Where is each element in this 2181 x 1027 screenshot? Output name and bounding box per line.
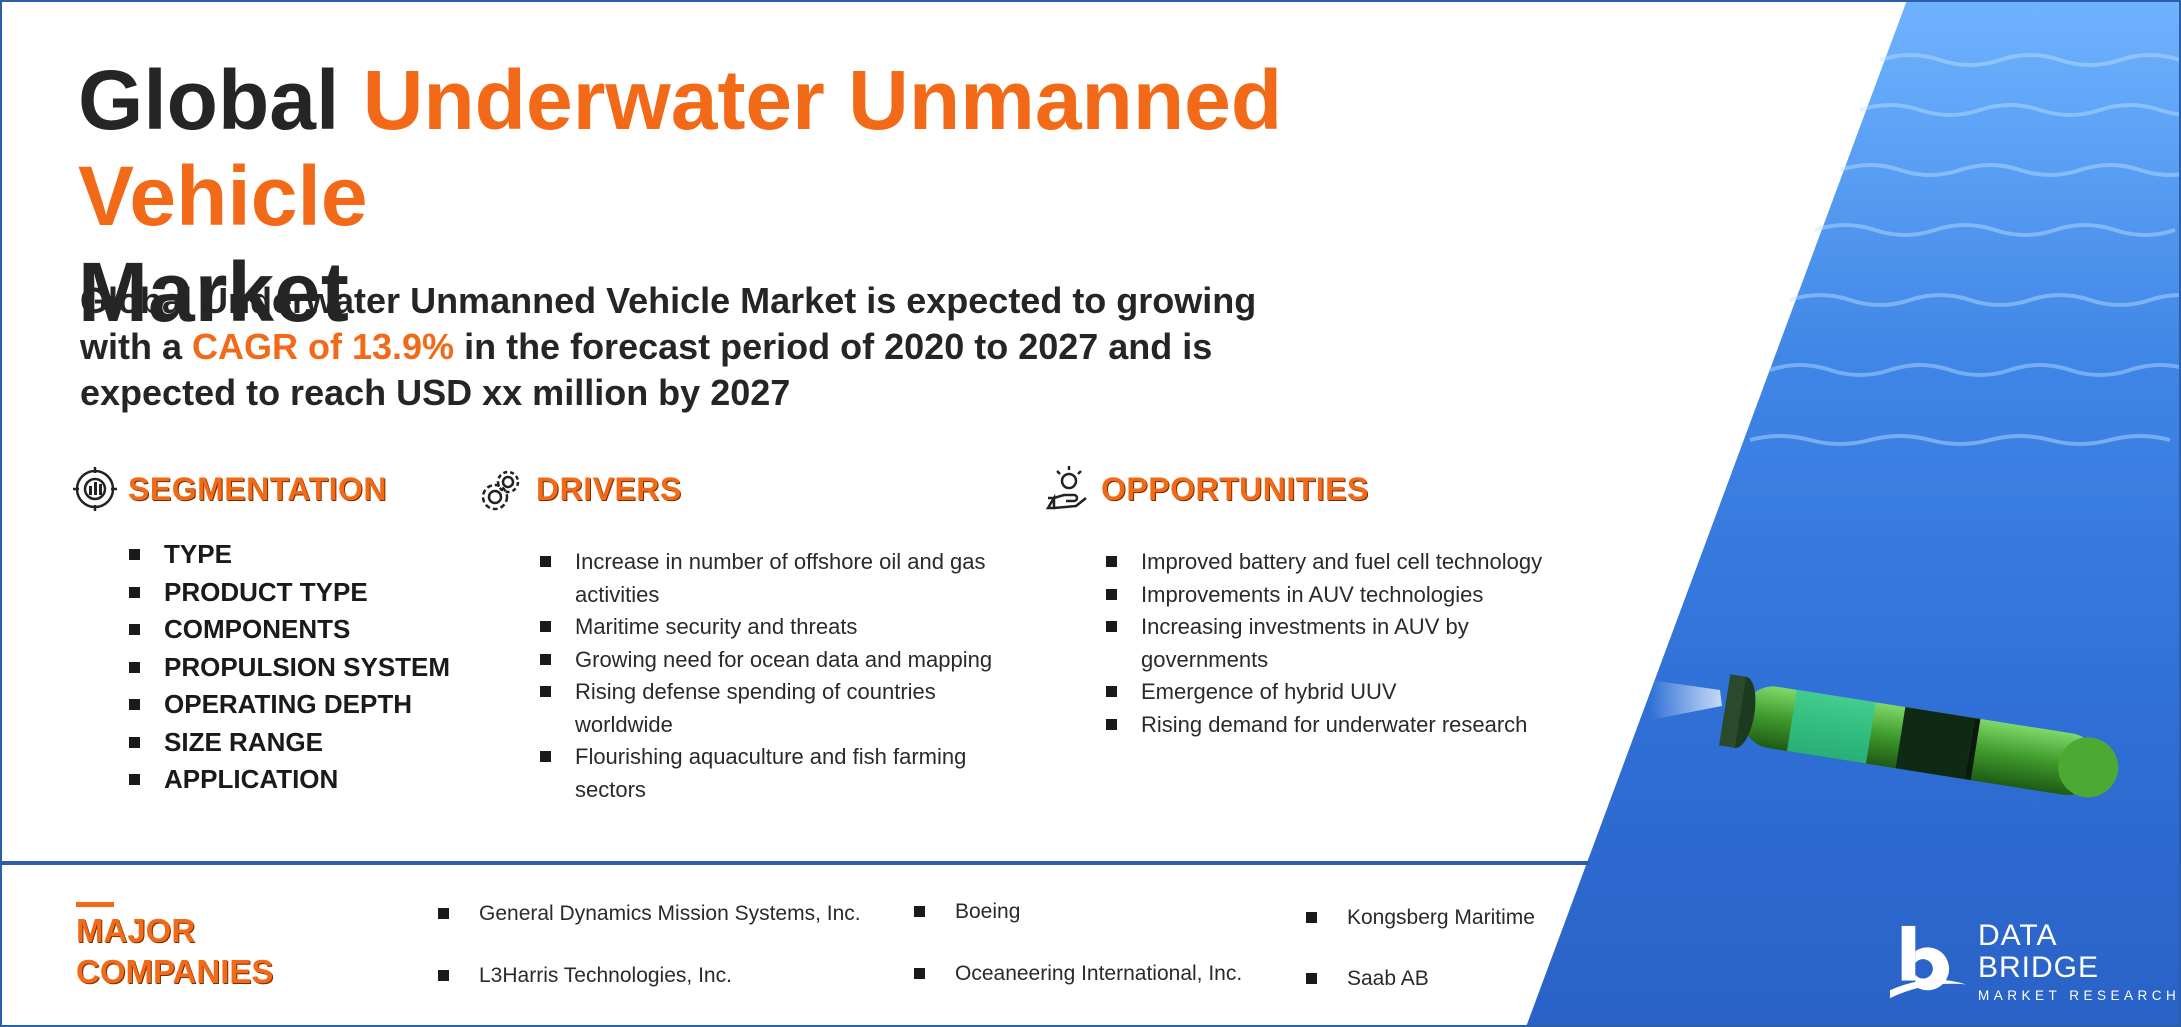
hand-lightbulb-icon (1045, 466, 1087, 510)
company-item: Boeing (913, 900, 1021, 923)
company-item: Saab AB (1306, 967, 1429, 990)
list-item: Rising demand for underwater research (1106, 709, 1601, 742)
drivers-list: Increase in number of offshore oil and g… (540, 546, 995, 806)
major-heading-line1: MAJOR (76, 912, 196, 949)
market-summary: Global Underwater Unmanned Vehicle Marke… (80, 278, 1280, 416)
list-item: Maritime security and threats (540, 611, 995, 644)
logo-tagline: MARKET RESEARCH (1977, 988, 2181, 1003)
list-item: Growing need for ocean data and mapping (540, 644, 995, 677)
logo-name: DATA BRIDGE (1977, 919, 2099, 984)
summary-after: in the forecast period of 2020 to 2027 a… (80, 326, 1213, 413)
company-item: L3Harris Technologies, Inc. (438, 964, 732, 987)
title-suffix: Market (78, 245, 349, 339)
list-item: Improvements in AUV technologies (1106, 579, 1601, 612)
opportunities-list: Improved battery and fuel cell technolog… (1106, 546, 1601, 742)
list-item: Rising defense spending of countries wor… (540, 676, 995, 741)
segmentation-heading: SEGMENTATION (128, 470, 388, 507)
title-prefix: Global (78, 53, 340, 147)
list-item: Emergence of hybrid UUV (1106, 676, 1601, 709)
list-item: Improved battery and fuel cell technolog… (1106, 546, 1601, 579)
title-highlight: Underwater Unmanned Vehicle (78, 53, 1283, 243)
gears-icon (481, 470, 520, 511)
data-bridge-logo: DATA BRIDGE MARKET RESEARCH (1888, 920, 2181, 1003)
target-chart-icon (73, 467, 117, 511)
list-item: PRODUCT TYPE (129, 574, 484, 612)
company-item: Oceaneering International, Inc. (913, 962, 1243, 985)
list-item: SIZE RANGE (129, 724, 484, 762)
list-item: TYPE (129, 536, 484, 574)
list-item: Increasing investments in AUV by governm… (1106, 611, 1481, 676)
data-bridge-logo-mark (1889, 925, 1967, 998)
summary-cagr: CAGR of 13.9% (192, 326, 455, 367)
summary-before: Global Underwater Unmanned Vehicle Marke… (80, 280, 1257, 367)
list-item: Increase in number of offshore oil and g… (540, 546, 995, 611)
segmentation-header: SEGMENTATION (70, 464, 387, 514)
opportunities-heading: OPPORTUNITIES (1101, 470, 1369, 507)
company-item: General Dynamics Mission Systems, Inc. (438, 902, 861, 925)
segmentation-list: TYPE PRODUCT TYPE COMPONENTS PROPULSION … (129, 536, 484, 799)
list-item: COMPONENTS (129, 611, 484, 649)
company-item: Kongsberg Maritime (1306, 906, 1535, 929)
major-heading-line2: COMPANIES (76, 953, 274, 990)
list-item: OPERATING DEPTH (129, 686, 484, 724)
list-item: APPLICATION (129, 761, 484, 799)
drivers-header: DRIVERS (478, 464, 682, 514)
list-item: PROPULSION SYSTEM (129, 649, 484, 687)
major-companies-heading: MAJOR COMPANIES (76, 902, 273, 992)
opportunities-header: OPPORTUNITIES (1043, 464, 1369, 514)
drivers-heading: DRIVERS (536, 470, 682, 507)
section-divider (0, 861, 1590, 865)
page-title: Global Underwater Unmanned Vehicle Marke… (78, 52, 1578, 340)
list-item: Flourishing aquaculture and fish farming… (540, 741, 995, 806)
accent-bar (76, 902, 114, 907)
